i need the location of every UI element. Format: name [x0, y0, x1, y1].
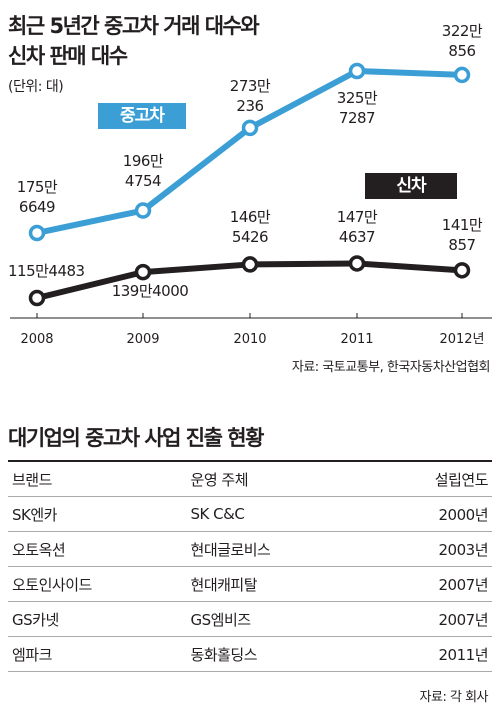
table-row: 오토옥션 현대글로비스 2003년: [8, 531, 492, 567]
data-label: 147만: [337, 208, 378, 226]
data-point-new-car: [134, 263, 152, 281]
cell-year: 2007년: [364, 601, 492, 637]
cell-operator: 동화홀딩스: [190, 636, 365, 672]
data-point-used-car: [241, 119, 259, 137]
data-label: 196만: [123, 152, 164, 170]
header-brand: 브랜드: [8, 461, 191, 497]
table-row: 오토인사이드 현대캐피탈 2007년: [8, 566, 492, 602]
data-label: 5426: [232, 228, 268, 246]
cell-year: 2007년: [364, 566, 492, 602]
cell-operator: 현대캐피탈: [190, 566, 365, 602]
table-title: 대기업의 중고차 사업 진출 현황: [8, 426, 264, 450]
data-point-new-car: [453, 262, 471, 279]
data-point-used-car: [134, 202, 152, 219]
chart-source: 자료: 국토교통부, 한국자동차산업협회: [291, 360, 491, 375]
data-label: 141만: [442, 216, 483, 234]
x-tick-label: 2009: [126, 332, 159, 347]
line-chart: 2008 2009 2010 2011 2012년 175만 6649 196만 4754 273…: [8, 22, 492, 347]
cell-operator: SK C&C: [190, 496, 365, 532]
cell-brand: 오토인사이드: [8, 566, 191, 602]
data-label: 4637: [339, 228, 375, 246]
data-label: 115만4483: [8, 262, 85, 280]
cell-brand: 오토옥션: [8, 531, 191, 567]
chart-title-line2: 신차 판매 대수: [8, 44, 128, 68]
x-tick-label: 2011: [340, 332, 373, 347]
table-row: 엠파크 동화홀딩스 2011년: [8, 636, 492, 672]
data-point-new-car: [241, 256, 259, 273]
data-point-used-car: [348, 62, 366, 80]
company-table: 브랜드 운영 주체 설립연도 SK엔카 SK C&C 2000년 오토옥션 현대…: [8, 460, 492, 672]
data-label: 322만: [442, 22, 483, 40]
data-point-new-car: [28, 289, 46, 307]
data-label: 6649: [19, 198, 55, 216]
unit-label: (단위: 대): [8, 79, 64, 95]
data-label: 857: [448, 236, 475, 254]
data-label: 325만: [337, 89, 378, 107]
data-label: 7287: [339, 109, 375, 127]
cell-brand: 엠파크: [8, 636, 191, 672]
table-row: SK엔카 SK C&C 2000년: [8, 496, 492, 532]
data-label: 236: [236, 97, 263, 115]
cell-brand: GS카넷: [8, 601, 191, 637]
table-header-row: 브랜드 운영 주체 설립연도: [8, 461, 492, 497]
chart-title-line1: 최근 5년간 중고차 거래 대수와: [8, 14, 260, 38]
data-label: 4754: [125, 172, 161, 190]
data-point-used-car: [28, 224, 46, 242]
data-label: 856: [448, 42, 475, 60]
x-tick-label: 2010: [233, 332, 266, 347]
cell-year: 2000년: [364, 496, 492, 532]
x-tick-label: 2012년: [439, 332, 484, 347]
cell-operator: GS엠비즈: [190, 601, 365, 637]
cell-operator: 현대글로비스: [190, 531, 365, 567]
cell-year: 2003년: [364, 531, 492, 567]
data-point-used-car: [453, 66, 471, 84]
legend-used-car: 중고차: [98, 103, 186, 129]
data-label: 146만: [230, 208, 271, 226]
table-source: 자료: 각 회사: [419, 690, 489, 705]
legend-new-car: 신차: [365, 173, 457, 199]
cell-brand: SK엔카: [8, 496, 191, 532]
data-label: 273만: [230, 77, 271, 95]
x-tick-label: 2008: [20, 332, 53, 347]
header-operator: 운영 주체: [190, 461, 365, 497]
header-year: 설립연도: [364, 461, 492, 497]
data-label: 139만4000: [112, 282, 189, 300]
data-point-new-car: [348, 255, 366, 272]
cell-year: 2011년: [364, 636, 492, 672]
data-label: 175만: [17, 178, 58, 196]
table-row: GS카넷 GS엠비즈 2007년: [8, 601, 492, 637]
